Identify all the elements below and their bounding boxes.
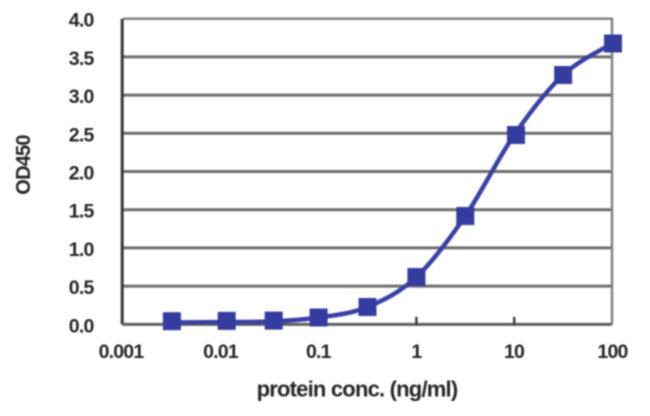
svg-text:4.0: 4.0: [69, 10, 95, 32]
svg-text:OD450: OD450: [13, 135, 35, 195]
svg-text:3.5: 3.5: [69, 48, 95, 70]
svg-text:2.5: 2.5: [69, 124, 95, 146]
svg-text:10: 10: [504, 341, 525, 363]
svg-text:1.5: 1.5: [69, 201, 95, 223]
svg-text:3.0: 3.0: [69, 86, 95, 108]
svg-text:0.001: 0.001: [99, 341, 145, 363]
svg-text:0.1: 0.1: [306, 341, 332, 363]
svg-text:2.0: 2.0: [69, 163, 95, 185]
svg-text:0.0: 0.0: [69, 315, 95, 337]
svg-text:100: 100: [597, 341, 628, 363]
svg-text:1: 1: [411, 341, 422, 363]
svg-text:protein conc. (ng/ml): protein conc. (ng/ml): [257, 377, 458, 402]
svg-text:0.5: 0.5: [69, 277, 95, 299]
svg-text:1.0: 1.0: [69, 239, 95, 261]
svg-text:0.01: 0.01: [203, 341, 239, 363]
